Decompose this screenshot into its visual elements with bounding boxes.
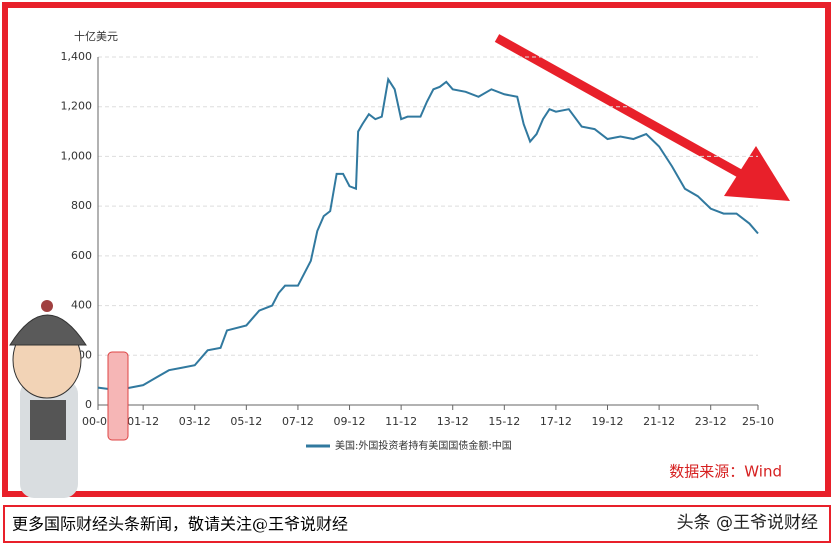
cartoon: [9, 300, 129, 498]
x-tick-label: 15-12: [488, 415, 520, 428]
x-tick-label: 19-12: [592, 415, 624, 428]
x-tick-label: 01-12: [127, 415, 159, 428]
footer-box: [3, 505, 831, 543]
x-tick-label: 09-12: [334, 415, 366, 428]
x-tick-label: 05-12: [230, 415, 262, 428]
x-tick-label: 07-12: [282, 415, 314, 428]
y-tick-label: 1,000: [61, 149, 93, 162]
y-unit: 十亿美元: [74, 29, 118, 43]
y-tick-label: 1,200: [61, 100, 93, 113]
x-tick-label: 03-12: [179, 415, 211, 428]
line: [97, 76, 759, 392]
x-tick-label: 23-12: [695, 415, 727, 428]
y-tick-label: 1,400: [61, 50, 93, 63]
legend-label: 美国:外国投资者持有美国国债金额:中国: [335, 439, 512, 452]
arrow-head: [724, 146, 790, 201]
arrow-shaft: [494, 34, 758, 186]
footer: 更多国际财经头条新闻，敬请关注@王爷说财经: [12, 515, 348, 534]
x-tick-label: 00-03: [82, 415, 114, 428]
y-tick-label: 0: [85, 398, 92, 411]
x-tick-label: 17-12: [540, 415, 572, 428]
x-tick-label: 11-12: [385, 415, 417, 428]
frame: [2, 2, 831, 497]
x-tick-label: 25-10: [742, 415, 774, 428]
source: 数据来源：Wind: [669, 463, 782, 481]
x-tick-label: 21-12: [643, 415, 675, 428]
y-tick-label: 800: [71, 199, 92, 212]
watermark: 头条 @王爷说财经: [677, 513, 818, 533]
x-tick-label: 13-12: [437, 415, 469, 428]
y-tick-label: 400: [71, 299, 92, 312]
y-tick-label: 600: [71, 249, 92, 262]
